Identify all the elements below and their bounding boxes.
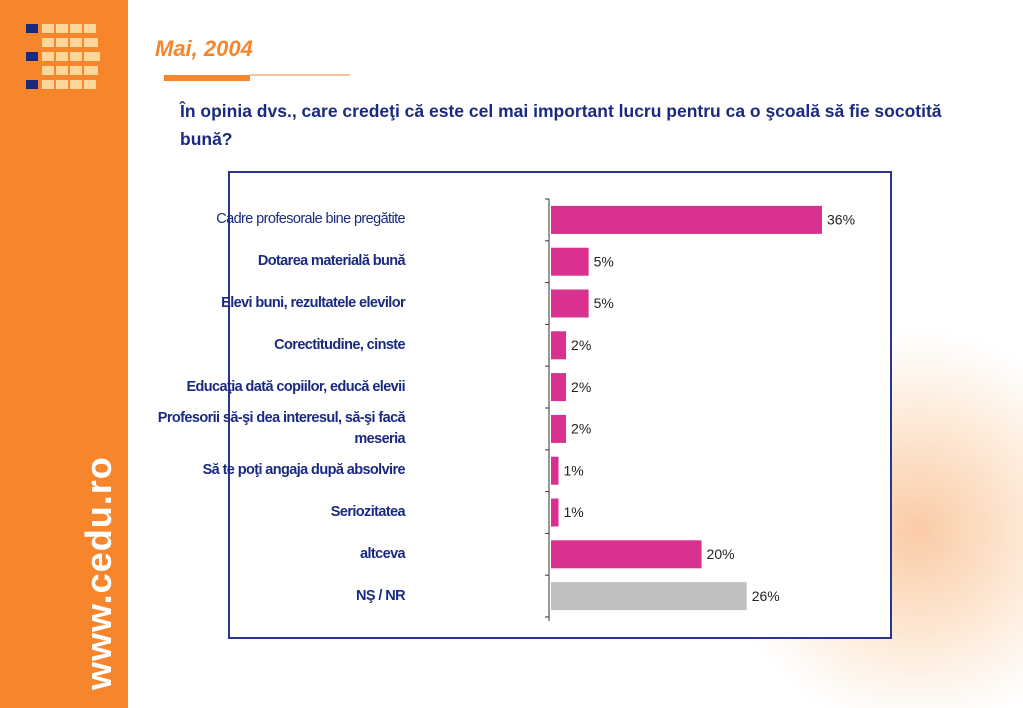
bar: [551, 331, 567, 360]
bar: [551, 456, 559, 485]
category-label: Seriozitatea: [330, 504, 406, 520]
category-label: Educaţia dată copiilor, educă elevii: [186, 378, 405, 395]
website: www.cedu.ro: [78, 456, 119, 690]
value-label: 26%: [752, 588, 780, 604]
category-label: Profesorii să-şi dea interesul, să-şi fa…: [157, 409, 406, 447]
value-label: 1%: [564, 462, 584, 478]
bar: [551, 498, 559, 527]
bar: [551, 247, 589, 276]
bar: [551, 289, 589, 318]
bar: [551, 582, 747, 611]
value-label: 36%: [827, 212, 855, 228]
bar: [551, 540, 702, 569]
value-label: 2%: [571, 421, 591, 437]
logo: [26, 24, 100, 89]
underline: [164, 74, 350, 81]
date: Mai, 2004: [155, 36, 253, 61]
bar: [551, 373, 567, 402]
value-label: 20%: [707, 546, 735, 562]
value-label: 5%: [594, 295, 614, 311]
category-label: Dotarea materială bună: [257, 253, 406, 270]
chart: 36% 5% 5% 2% 2% 2% 1% 1% 20% 26%: [545, 198, 855, 621]
category-label: Elevi buni, rezultatele elevilor: [221, 295, 405, 311]
bar: [551, 205, 822, 234]
value-label: 5%: [594, 253, 614, 269]
value-label: 2%: [571, 337, 591, 353]
value-label: 1%: [564, 504, 584, 520]
sidebar: www.cedu.ro: [0, 0, 128, 708]
category-label: NŞ / NR: [356, 587, 406, 604]
value-label: 2%: [571, 379, 591, 395]
category-label: altceva: [360, 545, 406, 562]
question: În opinia dvs., care credeţi că este cel…: [180, 101, 942, 149]
category-label: Să te poţi angaja după absolvire: [202, 462, 406, 479]
category-label: Corectitudine, cinste: [274, 336, 405, 353]
bar: [551, 414, 567, 443]
category-label: Cadre profesorale bine pregătite: [216, 211, 405, 228]
chart-box: 36% 5% 5% 2% 2% 2% 1% 1% 20% 26% Cadre profesoral…: [158, 171, 892, 639]
